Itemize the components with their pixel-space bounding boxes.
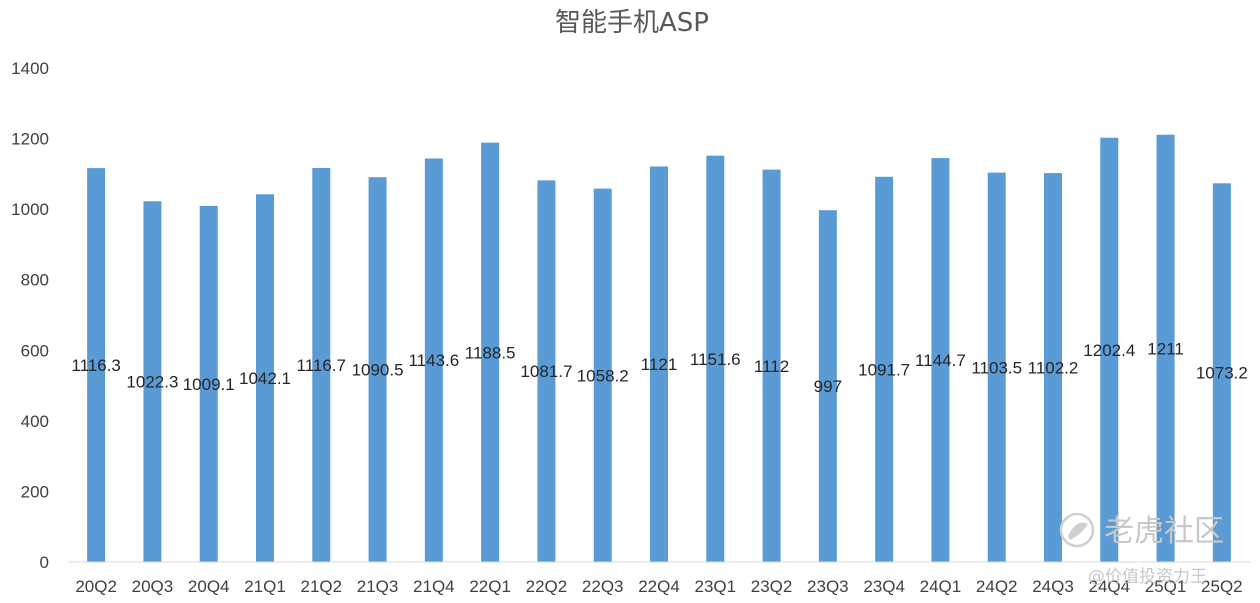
x-tick-label: 22Q3 <box>582 577 624 596</box>
x-tick-label: 21Q3 <box>357 577 399 596</box>
x-tick-label: 23Q2 <box>751 577 793 596</box>
bar <box>818 210 837 563</box>
bar <box>312 167 331 563</box>
watermark: 老虎社区 @价值投资力王 <box>1059 512 1224 587</box>
bar <box>199 205 218 562</box>
x-tick-label: 21Q1 <box>244 577 286 596</box>
x-tick-label: 20Q2 <box>75 577 117 596</box>
data-label: 1058.2 <box>577 366 629 385</box>
data-label: 1103.5 <box>971 358 1022 377</box>
bar <box>1212 183 1231 562</box>
chart-title: 智能手机ASP <box>555 8 709 38</box>
bar <box>931 158 950 563</box>
data-label: 1143.6 <box>408 351 459 370</box>
x-tick-label: 22Q4 <box>638 577 680 596</box>
data-label: 1112 <box>754 357 789 376</box>
bar <box>706 155 725 562</box>
y-axis: 0 200 400 600 800 1000 1200 1400 <box>11 59 49 572</box>
watermark-author: @价值投资力王 <box>1088 567 1207 587</box>
x-tick-label: 25Q1 <box>1145 577 1187 596</box>
bar <box>537 180 556 562</box>
x-tick-label: 24Q3 <box>1032 577 1074 596</box>
data-label: 1116.7 <box>297 356 346 375</box>
x-tick-label: 21Q2 <box>300 577 342 596</box>
watermark-brand: 老虎社区 <box>1104 514 1224 549</box>
bar <box>650 166 668 562</box>
x-tick-label: 22Q2 <box>526 577 568 596</box>
bar <box>593 188 612 562</box>
y-tick-label: 600 <box>21 341 49 360</box>
data-label: 1090.5 <box>352 361 404 380</box>
bar <box>481 142 500 563</box>
bar <box>762 169 781 562</box>
y-tick-label: 1200 <box>11 130 49 149</box>
data-label: 997 <box>814 377 842 396</box>
x-axis: 20Q2 20Q3 20Q4 21Q1 21Q2 21Q3 21Q4 22Q1 22Q2 22Q3… <box>75 577 1242 596</box>
y-tick-label: 200 <box>21 482 49 501</box>
bar <box>143 201 162 562</box>
data-label: 1121 <box>641 355 678 374</box>
data-label: 1211 <box>1147 339 1184 358</box>
tiger-logo-icon <box>1059 512 1095 548</box>
data-label: 1042.1 <box>239 369 291 388</box>
bar <box>1100 137 1119 562</box>
x-tick-label: 24Q1 <box>920 577 962 596</box>
y-tick-label: 800 <box>21 271 49 290</box>
y-tick-label: 400 <box>21 412 49 431</box>
data-label: 1009.1 <box>183 375 235 394</box>
y-tick-label: 0 <box>40 553 49 572</box>
data-label: 1116.3 <box>71 356 120 375</box>
x-tick-label: 20Q4 <box>188 577 230 596</box>
y-tick-label: 1000 <box>11 200 49 219</box>
data-label: 1144.7 <box>915 351 966 370</box>
x-tick-label: 21Q4 <box>413 577 455 596</box>
data-label: 1081.7 <box>520 362 572 381</box>
bar <box>1156 134 1175 562</box>
data-label: 1073.2 <box>1196 364 1248 383</box>
x-tick-label: 23Q1 <box>694 577 736 596</box>
data-label: 1091.7 <box>858 360 910 379</box>
bar <box>875 176 894 562</box>
bar <box>368 177 387 562</box>
data-labels: 1116.3 1022.3 1009.1 1042.1 1116.7 1090.5 1143… <box>71 339 1247 396</box>
bar <box>424 158 443 562</box>
x-tick-label: 24Q4 <box>1088 577 1130 596</box>
bar <box>1044 173 1062 562</box>
bar <box>256 194 274 562</box>
data-label: 1102.2 <box>1028 359 1079 378</box>
bar-series <box>87 134 1231 563</box>
bar <box>87 168 106 562</box>
y-tick-label: 1400 <box>11 59 49 78</box>
data-label: 1202.4 <box>1083 341 1135 360</box>
bar <box>987 172 1006 563</box>
x-tick-label: 24Q2 <box>976 577 1018 596</box>
data-label: 1151.6 <box>690 350 741 369</box>
data-label: 1188.5 <box>465 343 516 362</box>
x-tick-label: 25Q2 <box>1201 577 1243 596</box>
x-tick-label: 23Q3 <box>807 577 849 596</box>
x-tick-label: 23Q4 <box>863 577 905 596</box>
x-tick-label: 22Q1 <box>469 577 511 596</box>
data-label: 1022.3 <box>126 373 178 392</box>
x-tick-label: 20Q3 <box>132 577 174 596</box>
